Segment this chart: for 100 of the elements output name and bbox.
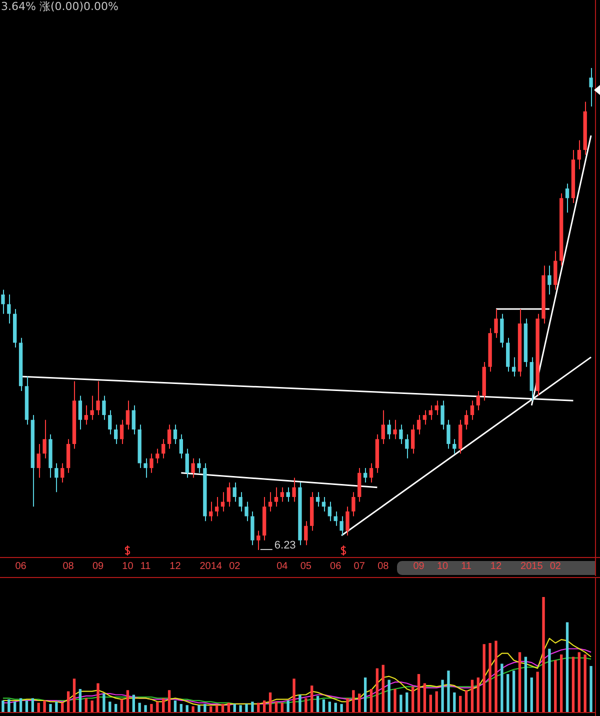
bar [406, 692, 408, 712]
x-tick-label: 06 [15, 560, 27, 572]
candlestick [244, 501, 248, 522]
candlestick [428, 404, 432, 420]
bar [257, 702, 260, 712]
bar [227, 702, 230, 712]
bar [352, 690, 355, 712]
candlestick [1, 289, 5, 314]
candlestick [304, 520, 308, 546]
candlestick [316, 492, 320, 508]
bar [43, 700, 46, 712]
bar [14, 702, 16, 712]
candlestick [274, 486, 278, 508]
candlestick [84, 404, 88, 426]
bar [96, 683, 100, 712]
candlestick [434, 400, 438, 416]
bar [536, 672, 539, 712]
x-tick-label: 04 [276, 560, 288, 572]
candlestick [280, 486, 284, 502]
candlestick [78, 395, 82, 430]
candlestick [256, 530, 260, 550]
bar [108, 702, 112, 712]
candlestick [393, 419, 397, 440]
bar [8, 699, 10, 712]
bar [102, 694, 106, 712]
bar [476, 678, 480, 712]
candlestick [464, 410, 468, 430]
bar [506, 674, 510, 712]
candlestick [399, 424, 403, 444]
bar [174, 700, 177, 712]
candlestick [577, 140, 581, 170]
bar [316, 696, 320, 712]
bar [198, 705, 200, 712]
x-tick-label: 09 [92, 560, 104, 572]
bar [144, 705, 147, 712]
bar [239, 705, 242, 712]
x-tick-label: 12 [170, 560, 182, 572]
bar [566, 622, 569, 712]
bar [346, 698, 349, 712]
bar [464, 690, 468, 712]
candlestick [226, 482, 231, 508]
bar [280, 702, 284, 712]
candlestick [238, 492, 242, 512]
bar [180, 704, 183, 712]
bar [150, 704, 153, 712]
bar [156, 702, 159, 712]
candlestick [410, 424, 415, 454]
candlestick [167, 424, 172, 450]
candlestick [292, 477, 296, 502]
bar [500, 664, 504, 712]
candlestick [232, 482, 236, 502]
candlestick [150, 453, 154, 474]
bar [584, 654, 586, 712]
bar [482, 644, 486, 712]
candlestick [36, 443, 40, 478]
candlestick [144, 458, 148, 478]
x-tick-label: 06 [330, 560, 342, 572]
bar [268, 692, 272, 712]
bar [90, 700, 94, 712]
candlestick [42, 419, 46, 459]
bar [215, 705, 218, 712]
bar [358, 694, 361, 712]
candlestick [108, 410, 112, 435]
bar [298, 694, 302, 712]
x-tick-label: 07 [354, 560, 366, 572]
x-tick-label: 08 [378, 560, 390, 572]
bar [494, 640, 498, 712]
candlestick [132, 404, 136, 435]
bar [31, 698, 34, 712]
candlestick [346, 506, 350, 536]
bar [55, 702, 58, 712]
bar [388, 680, 390, 712]
bar [61, 702, 64, 712]
bar [542, 597, 545, 712]
bar [78, 689, 82, 712]
candlestick [476, 390, 480, 411]
bar [286, 700, 290, 712]
bar [459, 696, 462, 712]
bar [262, 700, 266, 712]
bar [126, 690, 130, 712]
candlestick [54, 462, 58, 493]
bar [518, 652, 522, 712]
x-tick-label: 2015 [520, 560, 544, 572]
bar [2, 700, 4, 712]
bar [168, 690, 171, 712]
bar [192, 706, 194, 712]
bar [548, 648, 551, 712]
candlestick [179, 434, 184, 459]
x-tick-label: 11 [461, 560, 472, 572]
chart-title: 3.64% 涨(0.00)0.00% [1, 0, 118, 13]
candlestick [452, 438, 456, 454]
bar [221, 704, 224, 712]
bar [310, 686, 314, 712]
bar [488, 643, 492, 712]
bar [447, 670, 450, 712]
candlestick [214, 496, 219, 517]
x-tick-label: 11 [140, 560, 152, 572]
candlestick [162, 438, 166, 459]
bar [49, 704, 52, 712]
bar [470, 680, 474, 712]
